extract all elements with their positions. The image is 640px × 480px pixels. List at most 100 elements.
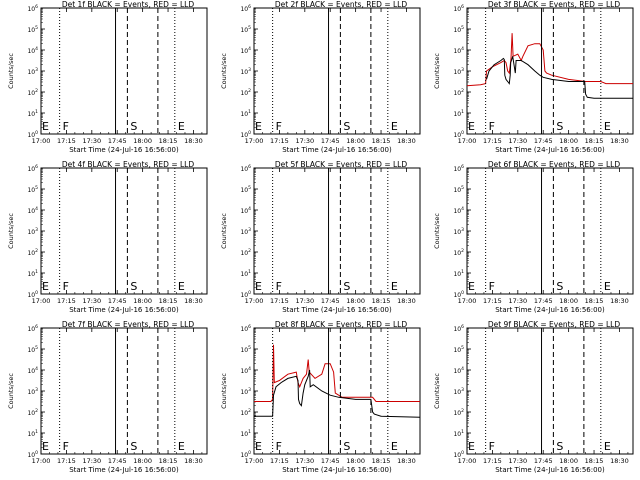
x-axis-label: Start Time (24-Jul-16 16:56:00) <box>69 466 179 474</box>
x-tick-label: 18:30 <box>610 137 629 145</box>
x-tick-label: 18:15 <box>585 137 604 145</box>
x-tick-label: 17:15 <box>270 457 289 465</box>
y-tick-label: 104 <box>453 46 464 55</box>
time-marker-label: E <box>468 280 475 293</box>
detector-panel-6: Det 6f BLACK = Events, RED = LLD 17:00 17:… <box>426 160 639 320</box>
time-marker-label: E <box>42 120 49 133</box>
time-marker-label: F <box>276 440 282 453</box>
y-tick-label: 103 <box>240 387 251 396</box>
time-marker-label: S <box>130 440 137 453</box>
time-marker-label: F <box>489 120 495 133</box>
detector-chart-8: Det 8f BLACK = Events, RED = LLD 17:00 17:… <box>220 320 421 474</box>
y-tick-label: 101 <box>453 269 464 278</box>
chart-title: Det 6f BLACK = Events, RED = LLD <box>488 160 621 169</box>
y-axis-label: Counts/sec <box>220 213 228 249</box>
x-tick-label: 17:00 <box>245 297 264 305</box>
x-tick-label: 18:30 <box>184 297 203 305</box>
x-tick-label: 17:00 <box>245 457 264 465</box>
x-tick-label: 18:00 <box>346 457 365 465</box>
time-marker-label: S <box>556 440 563 453</box>
x-tick-label: 18:30 <box>397 297 416 305</box>
y-tick-label: 103 <box>240 227 251 236</box>
y-tick-label: 103 <box>453 67 464 76</box>
y-tick-label: 103 <box>240 67 251 76</box>
y-axis-label: Counts/sec <box>7 53 15 89</box>
y-tick-label: 100 <box>27 130 38 139</box>
time-marker-label: S <box>556 280 563 293</box>
detector-chart-9: Det 9f BLACK = Events, RED = LLD 17:00 17:… <box>433 320 634 474</box>
x-tick-label: 17:15 <box>57 297 76 305</box>
y-tick-label: 105 <box>453 185 464 194</box>
y-tick-label: 101 <box>240 109 251 118</box>
x-tick-label: 18:30 <box>397 457 416 465</box>
y-tick-label: 106 <box>453 164 464 173</box>
time-marker-label: E <box>391 280 398 293</box>
time-marker-label: F <box>63 120 69 133</box>
x-tick-label: 18:30 <box>610 297 629 305</box>
y-tick-label: 102 <box>27 408 38 417</box>
time-marker-label: E <box>255 120 262 133</box>
plot-frame <box>40 327 208 455</box>
time-marker-label: S <box>343 120 350 133</box>
y-tick-label: 101 <box>27 429 38 438</box>
x-tick-label: 17:45 <box>321 137 340 145</box>
y-tick-label: 105 <box>240 345 251 354</box>
y-tick-label: 103 <box>453 227 464 236</box>
plot-frame <box>466 327 634 455</box>
x-tick-label: 17:45 <box>534 297 553 305</box>
time-marker-label: F <box>489 440 495 453</box>
y-tick-label: 105 <box>27 25 38 34</box>
detector-chart-2: Det 2f BLACK = Events, RED = LLD 17:00 17:… <box>220 0 421 154</box>
y-tick-label: 100 <box>240 290 251 299</box>
x-axis-label: Start Time (24-Jul-16 16:56:00) <box>69 306 179 314</box>
x-tick-label: 18:00 <box>133 137 152 145</box>
y-tick-label: 104 <box>240 366 251 375</box>
y-tick-label: 102 <box>453 88 464 97</box>
plot-frame <box>40 167 208 295</box>
detector-panel-5: Det 5f BLACK = Events, RED = LLD 17:00 17:… <box>213 160 426 320</box>
y-axis-label: Counts/sec <box>7 373 15 409</box>
y-tick-label: 102 <box>453 408 464 417</box>
time-marker-label: S <box>343 440 350 453</box>
x-axis-label: Start Time (24-Jul-16 16:56:00) <box>495 466 605 474</box>
plot-frame <box>253 327 421 455</box>
chart-title: Det 1f BLACK = Events, RED = LLD <box>62 0 195 9</box>
time-marker-label: S <box>343 280 350 293</box>
x-tick-label: 18:00 <box>559 297 578 305</box>
time-marker-label: E <box>42 280 49 293</box>
time-marker-label: S <box>130 120 137 133</box>
y-tick-label: 106 <box>453 324 464 333</box>
time-marker-label: F <box>63 440 69 453</box>
y-tick-label: 103 <box>27 67 38 76</box>
x-tick-label: 18:15 <box>159 297 178 305</box>
y-tick-label: 104 <box>453 366 464 375</box>
y-axis-label: Counts/sec <box>220 53 228 89</box>
x-tick-label: 17:00 <box>458 137 477 145</box>
y-tick-label: 106 <box>240 324 251 333</box>
x-tick-label: 18:00 <box>346 297 365 305</box>
x-tick-label: 17:30 <box>508 457 527 465</box>
time-marker-label: F <box>276 280 282 293</box>
y-tick-label: 100 <box>453 450 464 459</box>
detector-chart-7: Det 7f BLACK = Events, RED = LLD 17:00 17:… <box>7 320 208 474</box>
detector-panel-2: Det 2f BLACK = Events, RED = LLD 17:00 17:… <box>213 0 426 160</box>
y-tick-label: 101 <box>240 269 251 278</box>
y-tick-label: 100 <box>27 290 38 299</box>
events-series-line <box>254 369 421 418</box>
x-tick-label: 17:00 <box>32 457 51 465</box>
y-tick-label: 100 <box>240 450 251 459</box>
detector-panel-4: Det 4f BLACK = Events, RED = LLD 17:00 17:… <box>0 160 213 320</box>
y-tick-label: 100 <box>27 450 38 459</box>
x-tick-label: 18:15 <box>585 297 604 305</box>
y-tick-label: 104 <box>453 206 464 215</box>
x-tick-label: 17:15 <box>57 457 76 465</box>
y-tick-label: 105 <box>27 345 38 354</box>
x-tick-label: 17:00 <box>458 297 477 305</box>
x-tick-label: 17:30 <box>508 297 527 305</box>
chart-title: Det 8f BLACK = Events, RED = LLD <box>275 320 408 329</box>
x-tick-label: 17:15 <box>483 137 502 145</box>
x-tick-label: 18:15 <box>372 457 391 465</box>
y-tick-label: 103 <box>27 387 38 396</box>
chart-title: Det 9f BLACK = Events, RED = LLD <box>488 320 621 329</box>
y-tick-label: 101 <box>453 109 464 118</box>
